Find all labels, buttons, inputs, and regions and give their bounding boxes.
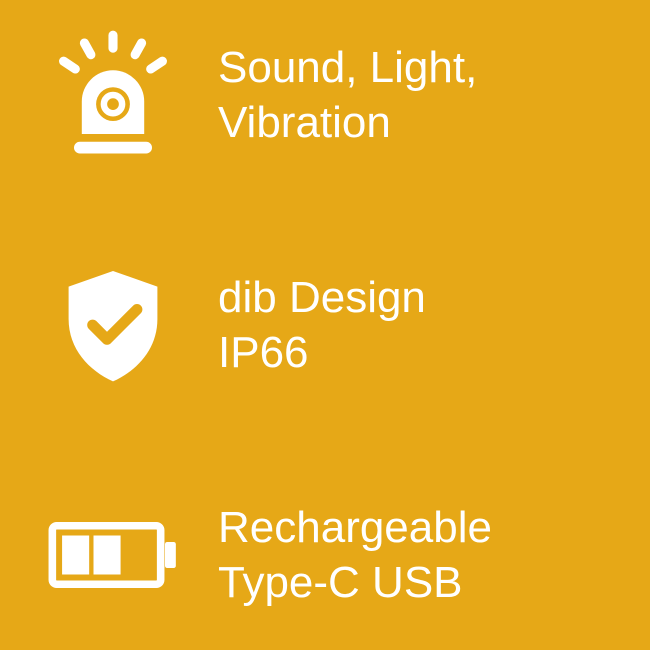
battery-icon [48, 490, 178, 620]
feature-line: Sound, Light, [218, 43, 477, 92]
feature-text-alarm: Sound, Light, Vibration [218, 40, 477, 150]
feature-text-shield: dib Design IP66 [218, 270, 426, 380]
feature-line: Rechargeable [218, 503, 492, 552]
feature-line: Type-C USB [218, 558, 463, 607]
feature-row-shield: dib Design IP66 [48, 260, 620, 390]
feature-line: IP66 [218, 328, 309, 377]
feature-row-battery: Rechargeable Type-C USB [48, 490, 620, 620]
feature-line: Vibration [218, 98, 391, 147]
feature-line: dib Design [218, 273, 426, 322]
shield-check-icon [48, 260, 178, 390]
feature-row-alarm: Sound, Light, Vibration [48, 30, 620, 160]
alarm-siren-icon [48, 30, 178, 160]
feature-text-battery: Rechargeable Type-C USB [218, 500, 492, 610]
